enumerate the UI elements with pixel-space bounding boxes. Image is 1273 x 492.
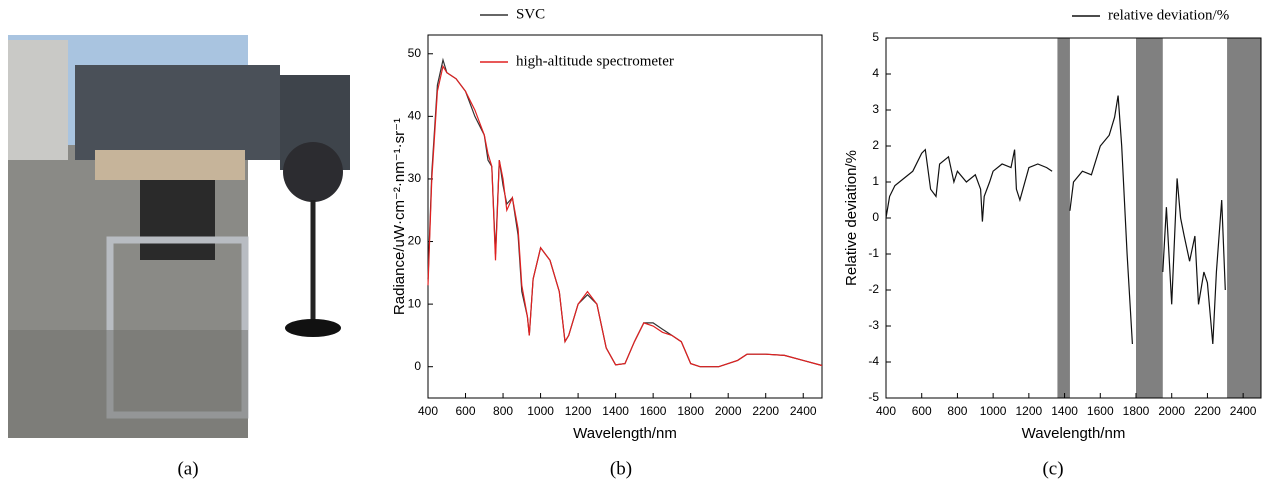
y-tick-label: 50 bbox=[408, 46, 422, 60]
x-tick-label: 1800 bbox=[677, 404, 704, 418]
y-tick-label: 1 bbox=[872, 174, 879, 188]
x-tick-label: 1400 bbox=[602, 404, 629, 418]
series-line bbox=[427, 57, 823, 368]
x-axis-label: Wavelength/nm bbox=[1022, 425, 1126, 442]
y-tick-label: -5 bbox=[868, 390, 879, 404]
x-tick-label: 600 bbox=[912, 404, 932, 418]
photo-building bbox=[8, 40, 68, 160]
x-tick-label: 400 bbox=[876, 404, 896, 418]
x-tick-label: 2400 bbox=[1230, 404, 1257, 418]
x-tick-label: 800 bbox=[493, 404, 513, 418]
shaded-band bbox=[1227, 38, 1261, 398]
x-tick-label: 1200 bbox=[565, 404, 592, 418]
y-tick-label: 0 bbox=[872, 210, 879, 224]
shaded-band bbox=[1136, 38, 1163, 398]
photo-fan bbox=[283, 142, 343, 202]
y-tick-label: 3 bbox=[872, 102, 879, 116]
y-tick-label: 5 bbox=[872, 30, 879, 44]
y-tick-label: 4 bbox=[872, 66, 879, 80]
x-tick-label: 1800 bbox=[1123, 404, 1150, 418]
x-tick-label: 2200 bbox=[752, 404, 779, 418]
x-tick-label: 1600 bbox=[640, 404, 667, 418]
y-tick-label: -3 bbox=[868, 318, 879, 332]
x-tick-label: 1000 bbox=[527, 404, 554, 418]
legend-label: relative deviation/% bbox=[1108, 7, 1229, 23]
panel-label: (c) bbox=[1042, 458, 1063, 479]
photo bbox=[8, 35, 350, 438]
series-line bbox=[427, 64, 823, 368]
legend-label: SVC bbox=[516, 6, 545, 22]
y-axis-label: Relative deviation/% bbox=[843, 150, 860, 286]
x-tick-label: 1000 bbox=[980, 404, 1007, 418]
photo-panels bbox=[75, 65, 280, 160]
y-tick-label: 2 bbox=[872, 138, 879, 152]
y-tick-label: -1 bbox=[868, 246, 879, 260]
y-tick-label: 0 bbox=[414, 359, 421, 373]
panel-label: (b) bbox=[610, 458, 632, 479]
shaded-band bbox=[1057, 38, 1070, 398]
x-tick-label: 2400 bbox=[790, 404, 817, 418]
x-tick-label: 600 bbox=[456, 404, 476, 418]
y-tick-label: 30 bbox=[408, 171, 422, 185]
plot-frame bbox=[427, 34, 823, 399]
x-axis-label: Wavelength/nm bbox=[573, 425, 677, 442]
plot-frame bbox=[885, 37, 1262, 399]
panel-label: (a) bbox=[177, 458, 198, 479]
x-tick-label: 1200 bbox=[1016, 404, 1043, 418]
photo-board bbox=[95, 150, 245, 180]
x-tick-label: 1600 bbox=[1087, 404, 1114, 418]
x-tick-label: 2200 bbox=[1194, 404, 1221, 418]
y-tick-label: -4 bbox=[868, 354, 879, 368]
series-line bbox=[885, 95, 1226, 345]
x-tick-label: 800 bbox=[947, 404, 967, 418]
y-tick-label: -2 bbox=[868, 282, 879, 296]
y-axis-label: Radiance/uW·cm⁻²·nm⁻¹·sr⁻¹ bbox=[391, 118, 408, 315]
x-tick-label: 400 bbox=[418, 404, 438, 418]
x-tick-label: 2000 bbox=[1158, 404, 1185, 418]
legend-label: high-altitude spectrometer bbox=[516, 53, 674, 69]
x-tick-label: 1400 bbox=[1051, 404, 1078, 418]
y-tick-label: 40 bbox=[408, 109, 422, 123]
photo-shadow bbox=[8, 330, 248, 438]
x-tick-label: 2000 bbox=[715, 404, 742, 418]
y-tick-label: 10 bbox=[408, 296, 422, 310]
y-tick-label: 20 bbox=[408, 234, 422, 248]
photo-box bbox=[140, 180, 215, 260]
photo-fan-base bbox=[285, 319, 341, 337]
